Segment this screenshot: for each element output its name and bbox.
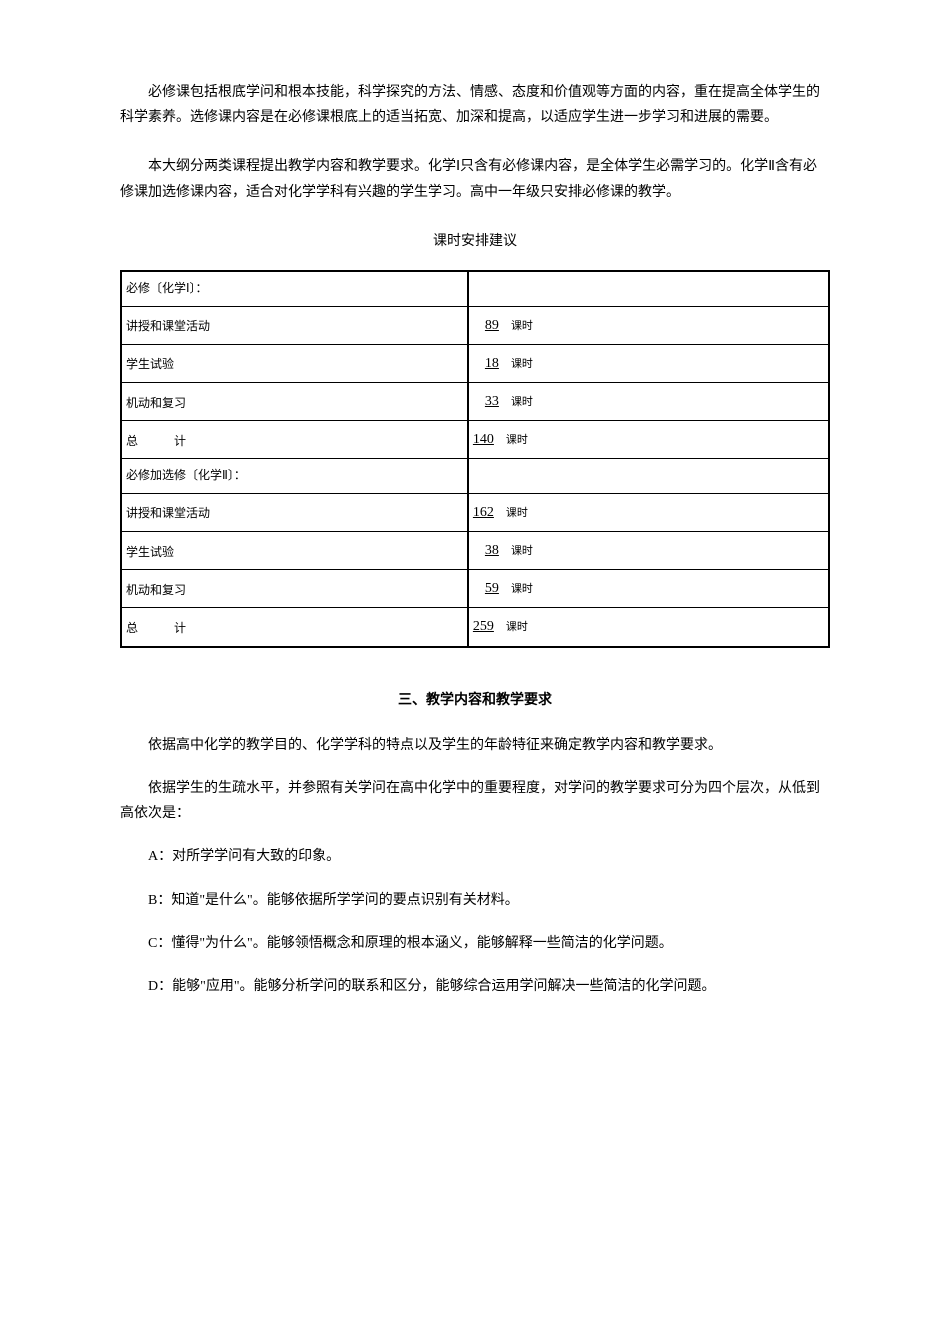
header-chem2: 必修加选修〔化学Ⅱ〕： xyxy=(121,459,468,494)
cell-value: 140 课时 xyxy=(468,421,829,459)
row-label-lecture: 讲授和课堂活动 xyxy=(121,493,468,531)
table-row: 机动和复习 33 课时 xyxy=(121,382,829,420)
empty-cell xyxy=(468,271,829,306)
total-part2: 计 xyxy=(174,621,186,635)
row-label-review: 机动和复习 xyxy=(121,570,468,608)
table-row: 机动和复习 59 课时 xyxy=(121,570,829,608)
section-heading: 三、教学内容和教学要求 xyxy=(120,688,830,713)
level-b: B：知道"是什么"。能够依据所学学问的要点识别有关材料。 xyxy=(120,888,830,913)
table-row: 讲授和课堂活动 89 课时 xyxy=(121,306,829,344)
unit-label: 课时 xyxy=(511,358,533,370)
unit-label: 课时 xyxy=(511,320,533,332)
row-label-experiment: 学生试验 xyxy=(121,344,468,382)
cell-value: 259 课时 xyxy=(468,608,829,647)
paragraph-four-levels: 依据学生的生疏水平，并参照有关学问在高中化学中的重要程度，对学问的教学要求可分为… xyxy=(120,776,830,826)
row-label-review: 机动和复习 xyxy=(121,382,468,420)
paragraph-required-course: 必修课包括根底学问和根本技能，科学探究的方法、情感、态度和价值观等方面的内容，重… xyxy=(120,80,830,130)
cell-value: 33 课时 xyxy=(468,382,829,420)
experiment-hours-1: 18 xyxy=(485,356,499,371)
cell-value: 59 课时 xyxy=(468,570,829,608)
cell-value: 162 课时 xyxy=(468,493,829,531)
class-hours-table: 必修〔化学Ⅰ〕： 讲授和课堂活动 89 课时 学生试验 18 课时 机动和复习 … xyxy=(120,270,830,648)
unit-label: 课时 xyxy=(506,621,528,633)
lecture-hours-1: 89 xyxy=(485,318,499,333)
review-hours-2: 59 xyxy=(485,581,499,596)
unit-label: 课时 xyxy=(506,434,528,446)
cell-value: 18 课时 xyxy=(468,344,829,382)
unit-label: 课时 xyxy=(511,396,533,408)
total-hours-1: 140 xyxy=(473,432,494,447)
row-label-total: 总计 xyxy=(121,608,468,647)
level-c: C：懂得"为什么"。能够领悟概念和原理的根本涵义，能够解释一些简洁的化学问题。 xyxy=(120,931,830,956)
unit-label: 课时 xyxy=(506,507,528,519)
lecture-hours-2: 162 xyxy=(473,505,494,520)
header-chem1: 必修〔化学Ⅰ〕： xyxy=(121,271,468,306)
paragraph-basis: 依据高中化学的教学目的、化学学科的特点以及学生的年龄特征来确定教学内容和教学要求… xyxy=(120,733,830,758)
table-row: 必修〔化学Ⅰ〕： xyxy=(121,271,829,306)
experiment-hours-2: 38 xyxy=(485,543,499,558)
total-part2: 计 xyxy=(174,434,186,448)
total-hours-2: 259 xyxy=(473,619,494,634)
total-part1: 总 xyxy=(126,434,138,448)
row-label-experiment: 学生试验 xyxy=(121,532,468,570)
paragraph-outline-division: 本大纲分两类课程提出教学内容和教学要求。化学Ⅰ只含有必修课内容，是全体学生必需学… xyxy=(120,154,830,204)
table-row: 学生试验 18 课时 xyxy=(121,344,829,382)
row-label-total: 总计 xyxy=(121,421,468,459)
empty-cell xyxy=(468,459,829,494)
table-row: 学生试验 38 课时 xyxy=(121,532,829,570)
level-d: D：能够"应用"。能够分析学问的联系和区分，能够综合运用学问解决一些简洁的化学问… xyxy=(120,974,830,999)
table-title: 课时安排建议 xyxy=(120,229,830,254)
review-hours-1: 33 xyxy=(485,394,499,409)
row-label-lecture: 讲授和课堂活动 xyxy=(121,306,468,344)
cell-value: 89 课时 xyxy=(468,306,829,344)
cell-value: 38 课时 xyxy=(468,532,829,570)
unit-label: 课时 xyxy=(511,583,533,595)
table-row: 总计 259 课时 xyxy=(121,608,829,647)
table-row: 讲授和课堂活动 162 课时 xyxy=(121,493,829,531)
unit-label: 课时 xyxy=(511,545,533,557)
table-row: 必修加选修〔化学Ⅱ〕： xyxy=(121,459,829,494)
total-part1: 总 xyxy=(126,621,138,635)
table-row: 总计 140 课时 xyxy=(121,421,829,459)
level-a: A：对所学学问有大致的印象。 xyxy=(120,844,830,869)
